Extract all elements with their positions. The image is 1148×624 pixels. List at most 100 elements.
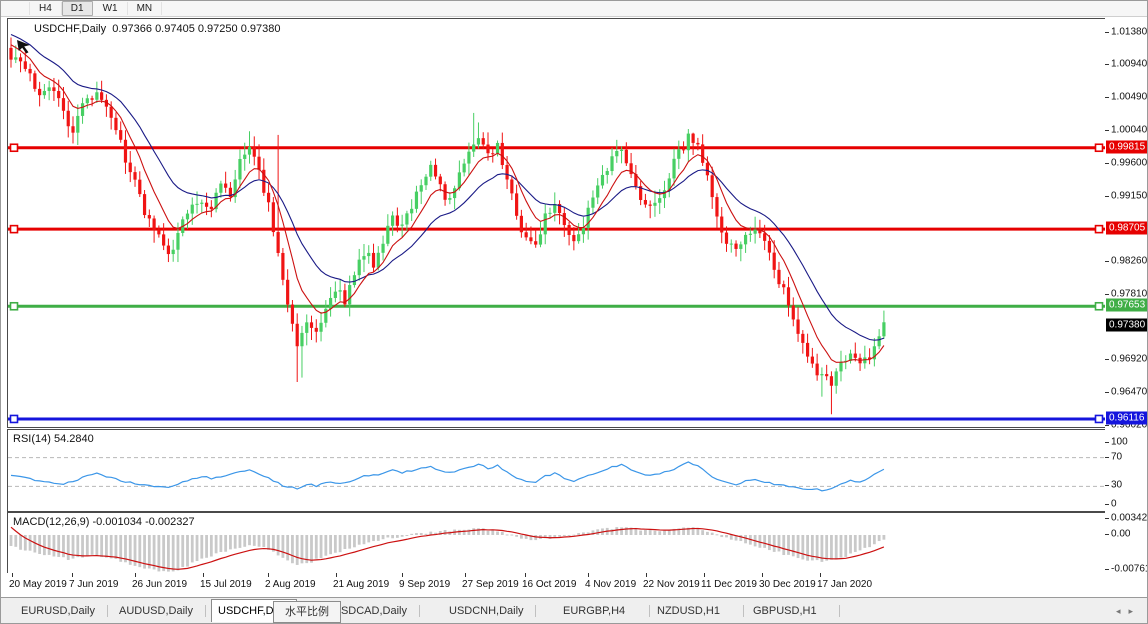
date-label: 15 Jul 2019: [200, 579, 252, 590]
symbol-tab-bar: 水平比例 ◂▸ EURUSD,Daily AUDUSD,Daily USDCHF,D…: [1, 597, 1147, 623]
rsi-indicator-pane: RSI(14) 54.2840: [7, 429, 1106, 512]
timeframe-button-mn[interactable]: MN: [128, 2, 163, 15]
price-tick: 0.96920: [1111, 353, 1148, 365]
rsi-axis-tick: 30: [1111, 479, 1123, 491]
tab-scroll-right-icon[interactable]: ▸: [1128, 606, 1141, 616]
tab-separator: [419, 605, 420, 617]
date-label: 11 Dec 2019: [701, 579, 757, 590]
main-chart-pane: USDCHF,Daily 0.97366 0.97405 0.97250 0.9…: [7, 18, 1106, 428]
date-label: 20 May 2019: [9, 579, 67, 590]
date-label: 9 Sep 2019: [399, 579, 451, 590]
symbol-tab-usdcad[interactable]: USDCAD,Daily: [333, 605, 407, 617]
price-tick-dash: [1105, 260, 1109, 262]
price-tick: 0.98260: [1111, 255, 1148, 267]
macd-axis-tick: 0.00: [1111, 528, 1131, 540]
price-tick: 0.96470: [1111, 386, 1148, 398]
rsi-axis-tick: 70: [1111, 451, 1123, 463]
date-tick: [704, 573, 705, 577]
rsi-axis-tick-dash: [1105, 442, 1109, 443]
date-label: 4 Nov 2019: [585, 579, 637, 590]
price-tick: 1.01380: [1111, 26, 1148, 38]
date-label: 26 Jun 2019: [132, 579, 188, 590]
date-label: 21 Aug 2019: [333, 579, 390, 590]
date-axis[interactable]: 20 May 2019 7 Jun 2019 26 Jun 2019 15 Jul 2…: [7, 573, 1147, 597]
date-label: 17 Jan 2020: [817, 579, 873, 590]
macd-canvas[interactable]: [8, 513, 1105, 573]
date-tick: [268, 573, 269, 577]
price-tick-dash: [1105, 97, 1109, 99]
price-tick: 1.00940: [1111, 58, 1148, 70]
price-tick: 1.00490: [1111, 91, 1148, 103]
rsi-axis-tick-dash: [1105, 456, 1109, 458]
level-price-badge: 0.98705: [1106, 221, 1147, 235]
horizontal-scale-tooltip: 水平比例: [273, 601, 341, 623]
price-tick-dash: [1105, 162, 1109, 164]
macd-axis-tick: 0.003428: [1111, 512, 1148, 524]
macd-axis-tick-dash: [1105, 534, 1109, 535]
rsi-axis-tick: 100: [1111, 436, 1128, 448]
date-label: 16 Oct 2019: [522, 579, 577, 590]
date-tick: [820, 573, 821, 577]
price-axis[interactable]: 1.01380 1.00940 1.00490 1.00040 0.99600 0.991…: [1105, 18, 1148, 575]
date-tick: [525, 573, 526, 577]
date-tick: [72, 573, 73, 577]
date-tick: [588, 573, 589, 577]
price-tick: 0.99600: [1111, 157, 1148, 168]
tab-separator: [743, 605, 744, 617]
date-tick: [646, 573, 647, 577]
price-tick-dash: [1105, 359, 1109, 360]
timeframe-button-w1[interactable]: W1: [94, 2, 128, 15]
tab-separator: [107, 605, 108, 617]
price-tick-dash: [1105, 424, 1109, 426]
price-tick: 0.99150: [1111, 190, 1148, 201]
symbol-tab-nzdusd[interactable]: NZDUSD,H1: [657, 605, 720, 617]
tab-separator: [205, 605, 206, 617]
price-tick-dash: [1105, 392, 1109, 393]
price-tick-dash: [1105, 130, 1109, 132]
macd-indicator-pane: MACD(12,26,9) -0.001034 -0.002327: [7, 512, 1106, 574]
rsi-canvas[interactable]: [8, 430, 1105, 511]
symbol-tab-usdcnh[interactable]: USDCNH,Daily: [449, 605, 524, 617]
macd-axis-tick-dash: [1105, 518, 1109, 520]
rsi-axis-tick: 0: [1111, 498, 1117, 510]
timeframe-toolbar: H4 D1 W1 MN: [1, 1, 1147, 17]
rsi-label: RSI(14) 54.2840: [13, 433, 94, 445]
rsi-axis-tick-dash: [1105, 485, 1109, 487]
symbol-tab-eurusd[interactable]: EURUSD,Daily: [21, 605, 95, 617]
macd-axis-tick: -0.007615: [1111, 563, 1147, 575]
cursor-arrow-icon: [17, 40, 30, 54]
level-price-badge: 0.96116: [1106, 411, 1147, 425]
price-tick-dash: [1105, 32, 1109, 33]
main-chart-canvas[interactable]: [8, 19, 1105, 427]
symbol-tab-gbpusd[interactable]: GBPUSD,H1: [753, 605, 817, 617]
date-label: 27 Sep 2019: [462, 579, 519, 590]
macd-label: MACD(12,26,9) -0.001034 -0.002327: [13, 516, 195, 528]
macd-axis-tick-dash: [1105, 568, 1109, 570]
date-label: 22 Nov 2019: [643, 579, 700, 590]
date-label: 30 Dec 2019: [759, 579, 816, 590]
tab-scroll-arrows: ◂▸: [1116, 606, 1141, 617]
price-tick: 0.97810: [1111, 288, 1148, 300]
timeframe-button-d1[interactable]: D1: [61, 1, 93, 16]
date-label: 7 Jun 2019: [69, 579, 119, 590]
date-tick: [12, 573, 13, 577]
symbol-tab-audusd[interactable]: AUDUSD,Daily: [119, 605, 193, 617]
price-tick: 0.96020: [1111, 419, 1148, 431]
rsi-axis-tick-dash: [1105, 504, 1109, 505]
level-price-badge: 0.97653: [1106, 298, 1147, 312]
symbol-tab-eurgbp[interactable]: EURGBP,H4: [563, 605, 626, 617]
price-tick-dash: [1105, 64, 1109, 66]
date-tick: [465, 573, 466, 577]
price-tick-dash: [1105, 195, 1109, 197]
date-tick: [402, 573, 403, 577]
date-tick: [135, 573, 136, 577]
level-price-badge: 0.99815: [1106, 140, 1147, 154]
date-tick: [203, 573, 204, 577]
tab-scroll-left-icon[interactable]: ◂: [1115, 606, 1129, 616]
price-tick-dash: [1105, 293, 1109, 295]
date-tick: [762, 573, 763, 577]
date-tick: [336, 573, 337, 577]
chart-title-symbol: USDCHF,Daily: [34, 23, 107, 35]
timeframe-button-h4[interactable]: H4: [30, 2, 62, 15]
